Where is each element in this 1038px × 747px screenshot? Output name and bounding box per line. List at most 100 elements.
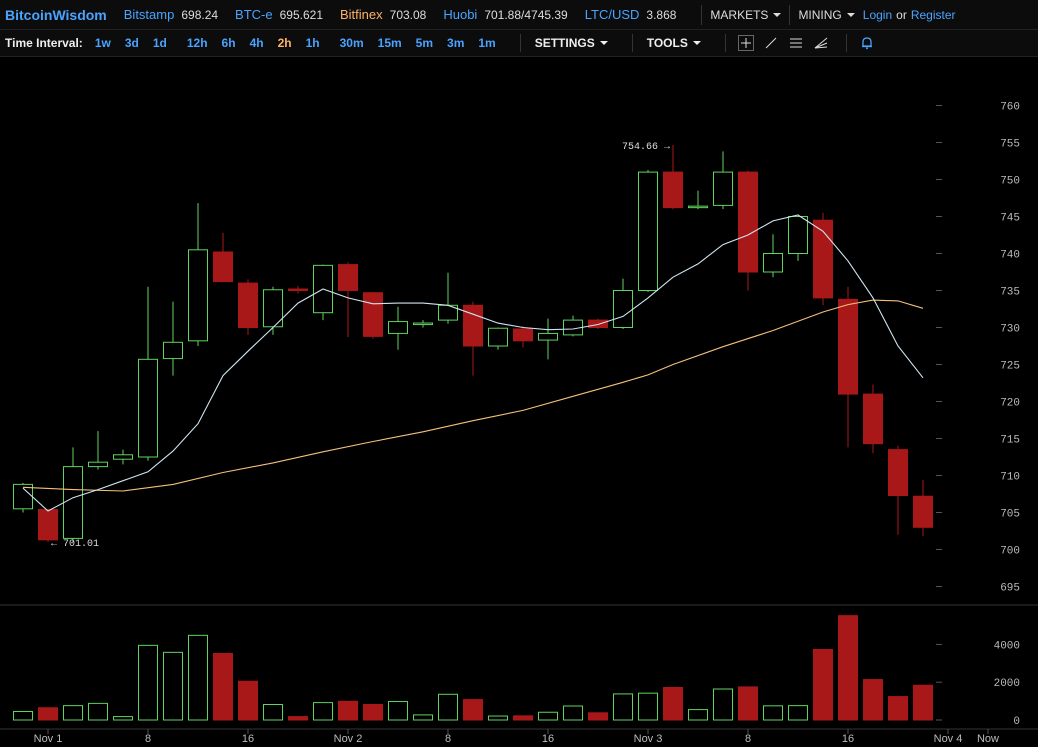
candle-body — [363, 292, 383, 337]
price-tick-label: 755 — [1000, 139, 1020, 151]
candle-body — [113, 454, 133, 460]
candle-body — [38, 509, 58, 541]
chevron-down-icon — [773, 12, 782, 17]
interval-4h[interactable]: 4h — [249, 36, 264, 50]
interval-5m[interactable]: 5m — [415, 36, 434, 50]
brand-logo[interactable]: BitcoinWisdom — [5, 6, 107, 23]
candle-body — [388, 321, 408, 334]
candle-body — [913, 495, 933, 528]
price-annotations: 754.66 → ← 701.01 — [51, 142, 670, 550]
price-tick-label: 740 — [1000, 250, 1020, 262]
ma-short-line — [22, 214, 924, 512]
time-tick-label: 8 — [145, 733, 151, 745]
volume-bar — [863, 679, 883, 721]
ticker-price: 695.621 — [279, 7, 323, 22]
volume-bar — [813, 649, 833, 721]
ma-long-line — [22, 299, 924, 492]
candle-body — [238, 282, 258, 329]
interval-1d[interactable]: 1d — [152, 36, 167, 50]
fan-lines-icon[interactable] — [811, 33, 831, 53]
volume-bar — [188, 634, 208, 721]
candle-body — [763, 253, 783, 273]
interval-1m[interactable]: 1m — [478, 36, 496, 50]
interval-12h[interactable]: 12h — [186, 36, 208, 50]
volume-bar — [488, 715, 508, 721]
bell-icon[interactable] — [857, 33, 877, 53]
candle-body — [863, 393, 883, 445]
volume-tick-label: 2000 — [994, 678, 1020, 690]
divider — [845, 34, 847, 52]
interval-1w[interactable]: 1w — [94, 36, 111, 50]
volume-tick-label: 4000 — [994, 640, 1020, 652]
interval-15m[interactable]: 15m — [377, 36, 402, 50]
price-tick-label: 705 — [1000, 509, 1020, 521]
candle-body — [338, 264, 358, 292]
markets-menu[interactable]: MARKETS — [710, 8, 782, 22]
volume-bar — [313, 702, 333, 721]
settings-menu-label: SETTINGS — [534, 36, 595, 50]
candle-body — [838, 298, 858, 395]
interval-6h[interactable]: 6h — [221, 36, 236, 50]
interval-30m[interactable]: 30m — [339, 36, 364, 50]
candle-body — [288, 288, 308, 292]
candle-body — [513, 328, 533, 342]
crosshair-icon[interactable] — [736, 33, 756, 53]
low-price-annotation: ← 701.01 — [51, 539, 99, 550]
volume-bar — [638, 692, 658, 721]
volume-bar — [363, 704, 383, 721]
horizontal-lines-icon[interactable] — [786, 33, 806, 53]
interval-1h[interactable]: 1h — [305, 36, 320, 50]
price-grid — [0, 105, 1038, 734]
time-tick-label: 8 — [445, 733, 451, 745]
register-link[interactable]: Register — [910, 7, 956, 22]
candle-body — [213, 251, 233, 283]
candle-body — [88, 461, 108, 468]
mining-menu[interactable]: MINING — [798, 8, 855, 22]
price-tick-label: 715 — [1000, 435, 1020, 447]
settings-menu[interactable]: SETTINGS — [535, 36, 608, 50]
volume-bar — [888, 696, 908, 721]
volume-bar — [913, 684, 933, 721]
ticker-name: Bitfinex — [340, 7, 383, 22]
ticker-name: Huobi — [443, 7, 478, 22]
ticker-bitstamp[interactable]: Bitstamp 698.24 — [124, 7, 218, 22]
price-tick-label: 735 — [1000, 287, 1020, 299]
volume-bar — [438, 693, 458, 721]
tools-menu-label: TOOLS — [646, 36, 688, 50]
volume-bar — [13, 710, 33, 721]
candle-body — [588, 319, 608, 329]
candle-body — [63, 466, 83, 539]
volume-bar — [688, 709, 708, 721]
trend-line-icon[interactable] — [761, 33, 781, 53]
interval-2h[interactable]: 2h — [277, 36, 292, 50]
divider — [519, 34, 521, 52]
chevron-down-icon — [846, 12, 855, 17]
volume-bar — [288, 716, 308, 721]
volume-bar — [613, 693, 633, 721]
time-tick-label: 8 — [745, 733, 751, 745]
volume-bar — [563, 705, 583, 721]
ticker-price: 698.24 — [181, 7, 219, 22]
ticker-name: BTC-e — [235, 7, 273, 22]
volume-bar — [413, 714, 433, 721]
divider — [701, 4, 703, 25]
login-link[interactable]: Login — [862, 7, 893, 22]
ticker-btce[interactable]: BTC-e 695.621 — [235, 7, 323, 22]
volume-bar — [263, 704, 283, 721]
candle-body — [138, 358, 158, 458]
volume-bar — [663, 686, 683, 721]
volume-tick-label: 0 — [1013, 716, 1020, 728]
volume-bar — [238, 680, 258, 721]
ticker-ltcusd[interactable]: LTC/USD 3.868 — [585, 7, 677, 22]
volume-bar — [338, 700, 358, 721]
price-chart[interactable]: 754.66 → ← 701.01 695 700 705 710 715 720 725 73… — [0, 57, 1038, 747]
ticker-price: 3.868 — [646, 7, 677, 22]
interval-3m[interactable]: 3m — [447, 36, 465, 50]
interval-3d[interactable]: 3d — [124, 36, 139, 50]
ticker-huobi[interactable]: Huobi 701.88/4745.39 — [443, 7, 567, 22]
tools-menu[interactable]: TOOLS — [647, 36, 701, 50]
time-tick-label: 16 — [242, 733, 254, 745]
candle-body — [788, 216, 808, 254]
or-text: or — [896, 7, 907, 22]
ticker-bitfinex[interactable]: Bitfinex 703.08 — [340, 7, 426, 22]
